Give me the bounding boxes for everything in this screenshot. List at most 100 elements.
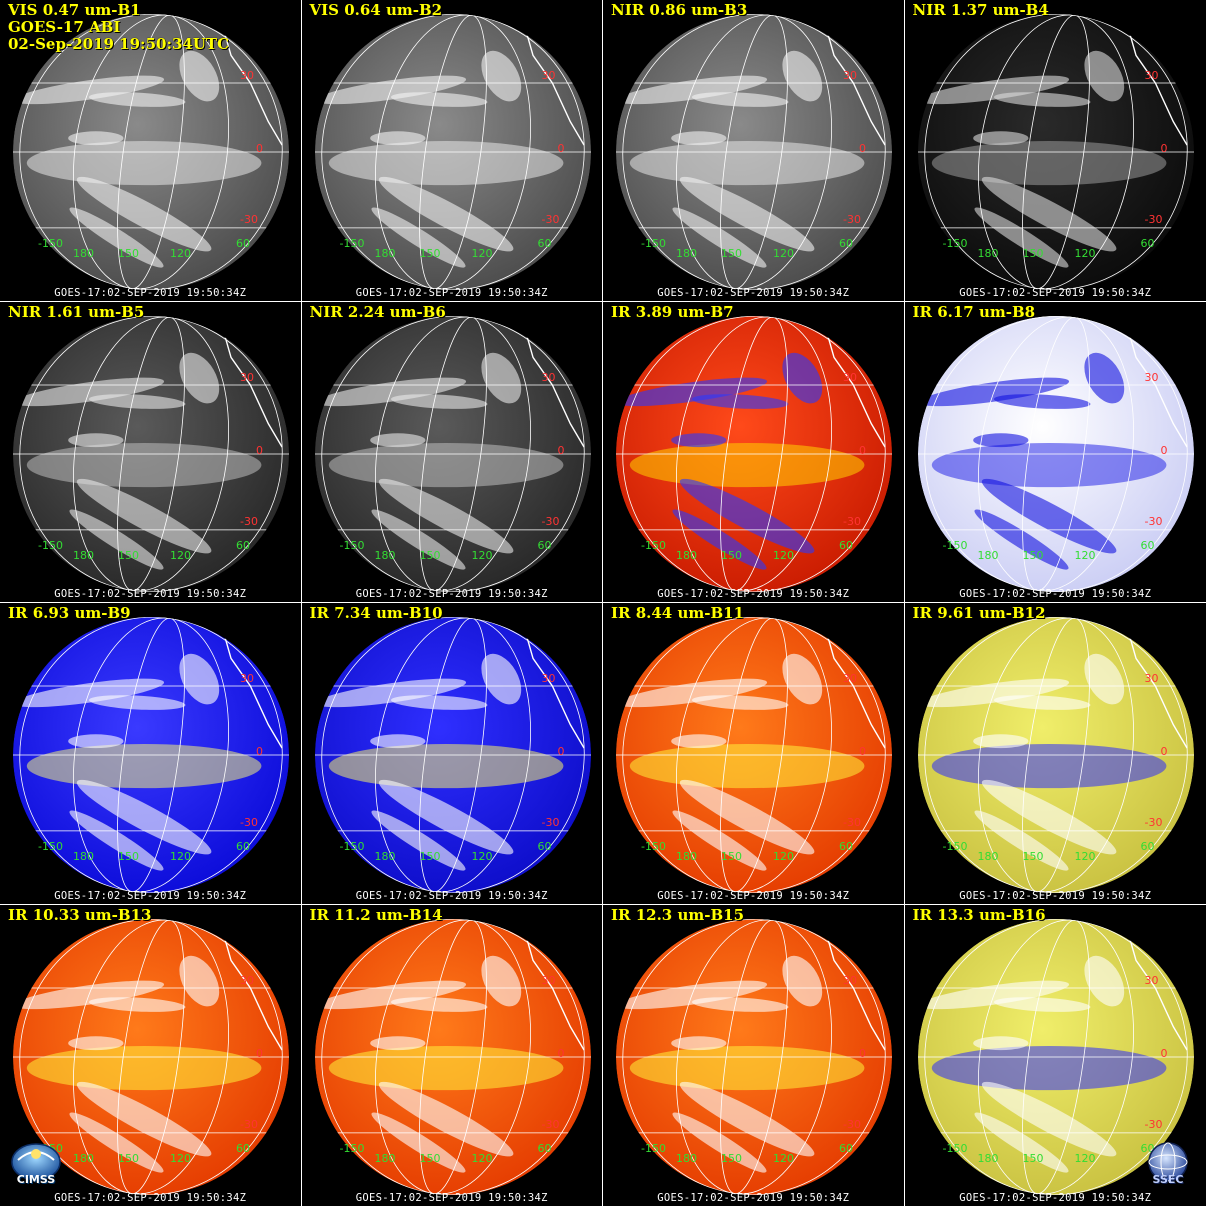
longitude-label: 120 <box>773 1151 794 1165</box>
longitude-label: -150 <box>641 1141 666 1155</box>
longitude-label: 180 <box>374 850 396 863</box>
longitude-label: 180 <box>73 850 94 863</box>
earth-disk-image <box>314 617 591 893</box>
latitude-label: 0 <box>256 745 263 758</box>
band-label: NIR 0.86 um-B3 <box>611 1 748 19</box>
latitude-label: -30 <box>541 816 560 829</box>
longitude-label: 180 <box>676 247 697 260</box>
longitude-label: 120 <box>170 548 191 562</box>
longitude-label: 180 <box>374 247 396 260</box>
latitude-label: 30 <box>843 672 857 685</box>
panel-timestamp: GOES-17:02-SEP-2019 19:50:34Z <box>54 889 247 902</box>
latitude-label: 0 <box>256 443 263 457</box>
longitude-label: 120 <box>170 247 191 260</box>
latitude-label: 0 <box>557 745 565 758</box>
longitude-label: 60 <box>1140 1141 1155 1155</box>
earth-disk-image <box>314 315 591 592</box>
latitude-label: 30 <box>843 370 857 384</box>
longitude-label: -150 <box>38 237 63 250</box>
latitude-label: -30 <box>1144 816 1163 829</box>
longitude-label: 60 <box>236 237 250 250</box>
panel-title: VIS 0.64 um-B2 <box>310 2 443 19</box>
latitude-label: 30 <box>240 973 254 987</box>
latitude-label: 0 <box>557 443 565 457</box>
longitude-label: -150 <box>942 237 968 250</box>
longitude-label: 120 <box>471 1151 493 1165</box>
band-label: IR 13.3 um-B16 <box>912 905 1046 924</box>
earth-disk-image <box>917 14 1194 290</box>
ssec-logo: SSEC <box>1140 1140 1196 1188</box>
panel-title: NIR 1.37 um-B4 <box>913 2 1049 19</box>
band-label: VIS 0.47 um-B1 <box>8 1 141 19</box>
longitude-label: 150 <box>721 850 742 863</box>
longitude-label: 180 <box>977 247 999 260</box>
latitude-label: -30 <box>1144 213 1163 226</box>
latitude-label: 30 <box>1144 69 1159 82</box>
longitude-label: 60 <box>236 538 250 552</box>
satellite-panel: 30 0 -30 -150 180 150 120 60 IR 9.61 um-B12 GOES-… <box>904 603 1206 905</box>
panel-timestamp: GOES-17:02-SEP-2019 19:50:34Z <box>54 1192 247 1204</box>
latitude-label: -30 <box>843 1117 861 1131</box>
longitude-label: 150 <box>118 1151 139 1165</box>
satellite-panel: 30 0 -30 -150 180 150 120 60 IR 8.44 um-B11 GOES-… <box>603 603 905 905</box>
panel-timestamp: GOES-17:02-SEP-2019 19:50:34Z <box>355 588 548 600</box>
longitude-label: -150 <box>38 538 63 552</box>
panel-title: IR 12.3 um-B15 <box>611 906 744 924</box>
longitude-label: 120 <box>471 850 493 863</box>
longitude-label: 60 <box>537 237 552 250</box>
panel-title: VIS 0.47 um-B1 GOES-17 ABI 02-Sep-2019 19:… <box>8 2 229 53</box>
earth-disk-image <box>13 918 289 1195</box>
satellite-panel: 30 0 -30 -150 180 150 120 60 NIR 1.37 um-B4 GOES-… <box>904 0 1206 302</box>
longitude-label: 150 <box>419 850 441 863</box>
longitude-label: 180 <box>977 548 999 562</box>
longitude-label: 120 <box>170 850 191 863</box>
longitude-label: 150 <box>1022 850 1044 863</box>
band-label: NIR 2.24 um-B6 <box>309 302 446 321</box>
band-label: VIS 0.64 um-B2 <box>309 1 443 19</box>
longitude-label: -150 <box>942 1141 968 1155</box>
longitude-label: 180 <box>676 548 697 562</box>
longitude-label: 180 <box>374 548 396 562</box>
earth-disk-image <box>13 315 289 592</box>
longitude-label: 150 <box>1022 1151 1044 1165</box>
latitude-label: -30 <box>541 514 560 528</box>
latitude-label: 0 <box>859 1046 866 1060</box>
latitude-label: 0 <box>1160 1046 1168 1060</box>
satellite-panel: 30 0 -30 -150 180 150 120 60 VIS 0.64 um-B2 GOES-… <box>301 0 603 302</box>
latitude-label: 30 <box>541 69 556 82</box>
longitude-label: 60 <box>537 840 552 853</box>
earth-disk-image <box>616 315 892 592</box>
longitude-label: 150 <box>419 1151 441 1165</box>
latitude-label: 0 <box>557 142 565 155</box>
satellite-panel: 30 0 -30 -150 180 150 120 60 IR 11.2 um-B14 GOES-… <box>301 904 603 1206</box>
satellite-panel: 30 0 -30 -150 180 150 120 60 IR 6.93 um-B9 GOES-1… <box>0 603 302 905</box>
latitude-label: 30 <box>541 672 556 685</box>
observation-datetime: 02-Sep-2019 19:50:34UTC <box>8 35 230 53</box>
panel-title: IR 7.34 um-B10 <box>310 605 443 622</box>
longitude-label: -150 <box>339 1141 365 1155</box>
longitude-label: 60 <box>1140 538 1155 552</box>
longitude-label: 150 <box>419 247 441 260</box>
panel-title: NIR 2.24 um-B6 <box>309 302 446 321</box>
longitude-label: 60 <box>839 237 853 250</box>
latitude-label: 30 <box>1144 672 1159 685</box>
band-label: NIR 1.61 um-B5 <box>8 302 145 321</box>
band-label: IR 6.17 um-B8 <box>912 302 1036 321</box>
latitude-label: 0 <box>859 142 866 155</box>
longitude-label: 60 <box>537 538 552 552</box>
longitude-label: 120 <box>471 548 493 562</box>
longitude-label: 60 <box>839 538 853 552</box>
satellite-panel: 30 0 -30 -150 180 150 120 60 IR 7.34 um-B10 GOES-… <box>301 603 603 905</box>
latitude-label: 30 <box>1144 370 1159 384</box>
band-label: NIR 1.37 um-B4 <box>912 1 1049 19</box>
longitude-label: 120 <box>1074 850 1096 863</box>
longitude-label: 60 <box>839 1141 853 1155</box>
band-label: IR 11.2 um-B14 <box>309 905 443 924</box>
longitude-label: 150 <box>721 1151 742 1165</box>
longitude-label: 60 <box>236 840 250 853</box>
panel-title: IR 11.2 um-B14 <box>309 905 443 924</box>
panel-title: IR 10.33 um-B13 <box>8 906 151 924</box>
longitude-label: 60 <box>537 1141 552 1155</box>
satellite-panel: 30 0 -30 -150 180 150 120 60 IR 3.89 um-B7 GOES-1… <box>603 301 905 603</box>
